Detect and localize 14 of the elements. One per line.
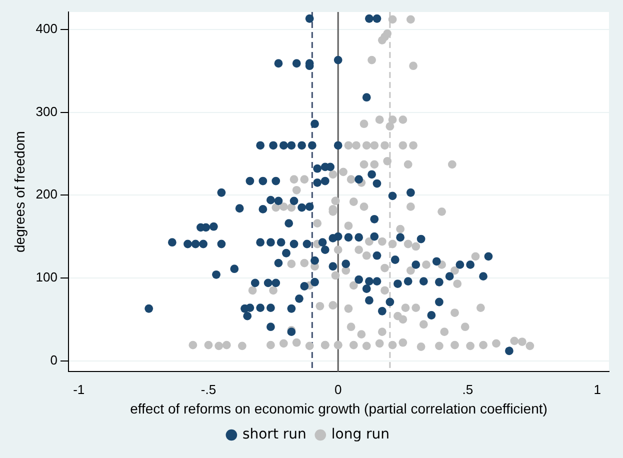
y-tick-label: 200 bbox=[36, 186, 58, 202]
legend-label: short run bbox=[242, 426, 306, 443]
x-tick-label: .5 bbox=[462, 382, 474, 397]
y-tick-label: 100 bbox=[36, 270, 58, 285]
y-tick-label: 300 bbox=[36, 104, 58, 119]
x-tick-label: -.5 bbox=[200, 382, 216, 397]
x-tick-label: 1 bbox=[594, 382, 601, 397]
y-axis-title: degrees of freedom bbox=[11, 131, 28, 253]
x-tick-label: -1 bbox=[73, 382, 85, 397]
legend-label: long run bbox=[331, 426, 390, 443]
x-axis-title: effect of reforms on economic growth (partial correlation coefficient) bbox=[130, 400, 548, 416]
y-tick-label: 0 bbox=[50, 352, 58, 368]
y-tick-label: 400 bbox=[36, 20, 58, 36]
x-tick-label: 0 bbox=[334, 382, 342, 397]
